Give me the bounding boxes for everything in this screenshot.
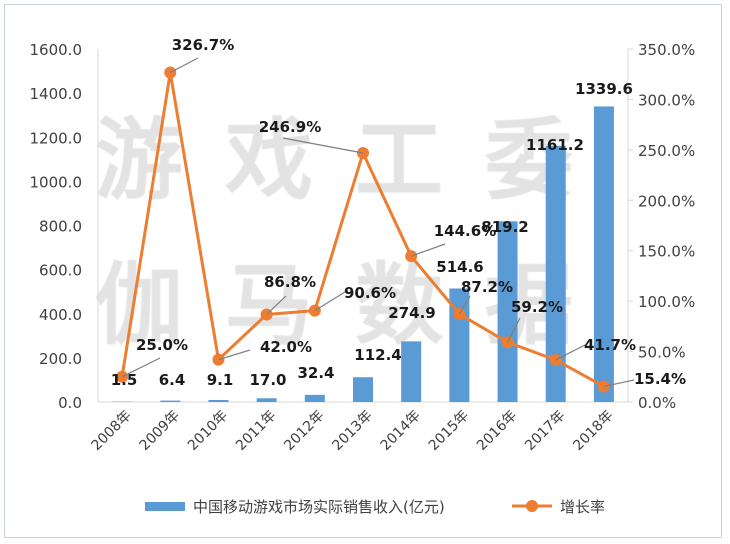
bar	[208, 399, 229, 402]
bar-series	[112, 106, 614, 403]
x-tick-label: 2017年	[522, 408, 568, 454]
growth-value-label: 59.2%	[511, 298, 563, 316]
leader-line	[282, 137, 364, 154]
x-tick-label: 2018年	[570, 408, 616, 454]
leader-line	[410, 243, 446, 257]
x-tick-label: 2014年	[378, 408, 424, 454]
growth-value-label: 42.0%	[260, 338, 312, 356]
right-tick-label: 200.0%	[638, 192, 695, 210]
legend: 中国移动游戏市场实际销售收入(亿元) 增长率	[145, 498, 605, 516]
growth-value-label: 144.6%	[434, 222, 496, 240]
growth-value-label: 246.9%	[259, 118, 321, 136]
leader-line	[507, 317, 521, 343]
bar-value-label: 32.4	[297, 364, 334, 382]
growth-point	[501, 336, 514, 349]
left-tick-label: 0.0	[58, 394, 82, 412]
left-tick-label: 400.0	[39, 306, 82, 324]
leader-line	[603, 379, 635, 388]
bar-value-label: 17.0	[249, 371, 286, 389]
left-tick-label: 1000.0	[30, 173, 83, 191]
x-tick-label: 2009年	[137, 408, 183, 454]
leader-line	[555, 344, 586, 361]
legend-line-label: 增长率	[560, 498, 605, 516]
right-tick-label: 100.0%	[638, 293, 695, 311]
left-tick-label: 1600.0	[30, 41, 83, 59]
x-tick-label: 2013年	[329, 408, 375, 454]
left-tick-label: 800.0	[39, 218, 82, 236]
leader-line	[121, 357, 161, 378]
bar-value-label: 1339.6	[575, 80, 633, 98]
legend-line-marker	[526, 500, 538, 512]
leader-line	[266, 295, 287, 315]
bar	[160, 400, 181, 402]
x-tick-label: 2010年	[185, 408, 231, 454]
bar	[401, 341, 422, 402]
bar-value-label: 274.9	[388, 304, 435, 322]
bar-value-label: 112.4	[354, 346, 401, 364]
bar-value-label: 1161.2	[526, 136, 584, 154]
bar-value-label: 514.6	[436, 258, 483, 276]
bar	[545, 145, 566, 403]
growth-value-label: 86.8%	[264, 273, 316, 291]
bar-value-label: 9.1	[207, 371, 234, 389]
legend-bar-swatch	[145, 502, 185, 511]
right-tick-label: 50.0%	[638, 344, 686, 362]
bar-value-label: 1.5	[111, 371, 138, 389]
bar	[256, 398, 277, 402]
growth-value-label: 25.0%	[136, 336, 188, 354]
left-tick-label: 200.0	[39, 350, 82, 368]
leader-line	[314, 291, 346, 312]
growth-value-label: 87.2%	[461, 278, 513, 296]
line-series	[116, 66, 610, 393]
bar	[497, 221, 518, 402]
right-tick-label: 350.0%	[638, 41, 695, 59]
right-tick-label: 0.0%	[638, 394, 676, 412]
bar-value-label: 6.4	[159, 371, 186, 389]
growth-line	[120, 72, 605, 388]
x-tick-label: 2011年	[233, 408, 279, 454]
bar	[353, 377, 373, 402]
left-tick-label: 1200.0	[30, 129, 83, 147]
bar	[593, 106, 614, 403]
x-tick-label: 2016年	[474, 408, 520, 454]
left-tick-label: 600.0	[39, 262, 82, 280]
legend-bar-label: 中国移动游戏市场实际销售收入(亿元)	[193, 498, 445, 516]
left-tick-label: 1400.0	[30, 85, 83, 103]
growth-value-label: 90.6%	[344, 284, 396, 302]
x-tick-label: 2015年	[426, 408, 472, 454]
right-tick-label: 250.0%	[638, 142, 695, 160]
data-labels: 1.5 6.4 9.1 17.0 32.4 112.4 274.9 514.6 819.2 116…	[111, 36, 686, 389]
bar	[304, 394, 325, 402]
growth-value-label: 15.4%	[634, 370, 686, 388]
leader-line	[218, 349, 251, 361]
growth-value-label: 41.7%	[584, 336, 636, 354]
bar-value-label: 819.2	[481, 218, 528, 236]
right-tick-label: 300.0%	[638, 91, 695, 109]
x-tick-label: 2008年	[89, 408, 135, 454]
leader-line	[169, 57, 199, 74]
x-tick-label: 2012年	[281, 408, 327, 454]
leader-line	[458, 295, 471, 315]
right-tick-label: 150.0%	[638, 243, 695, 261]
growth-value-label: 326.7%	[172, 36, 234, 54]
